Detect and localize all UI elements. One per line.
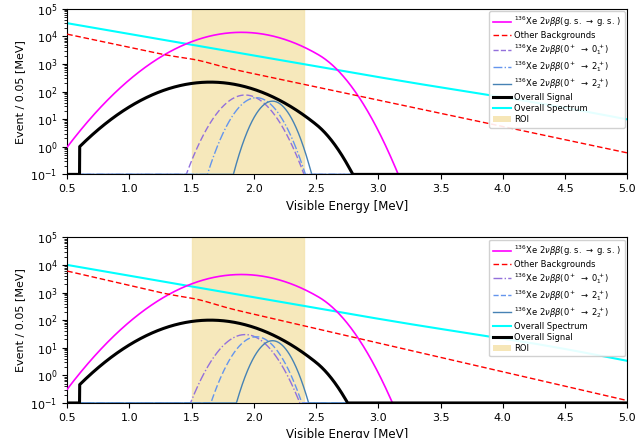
Y-axis label: Event / 0.05 [MeV]: Event / 0.05 [MeV] (15, 39, 25, 144)
Y-axis label: Event / 0.05 [MeV]: Event / 0.05 [MeV] (15, 268, 25, 372)
Legend: $^{136}$Xe 2$\nu\beta\beta$(g. s. $\rightarrow$ g. s. ), Other Backgrounds, $^{1: $^{136}$Xe 2$\nu\beta\beta$(g. s. $\righ… (489, 240, 625, 356)
Bar (191, 237, 303, 403)
X-axis label: Visible Energy [MeV]: Visible Energy [MeV] (286, 200, 408, 213)
Bar (191, 9, 303, 174)
X-axis label: Visible Energy [MeV]: Visible Energy [MeV] (286, 428, 408, 438)
Legend: $^{136}$Xe 2$\nu\beta\beta$(g. s. $\rightarrow$ g. s. ), Other Backgrounds, $^{1: $^{136}$Xe 2$\nu\beta\beta$(g. s. $\righ… (489, 11, 625, 127)
